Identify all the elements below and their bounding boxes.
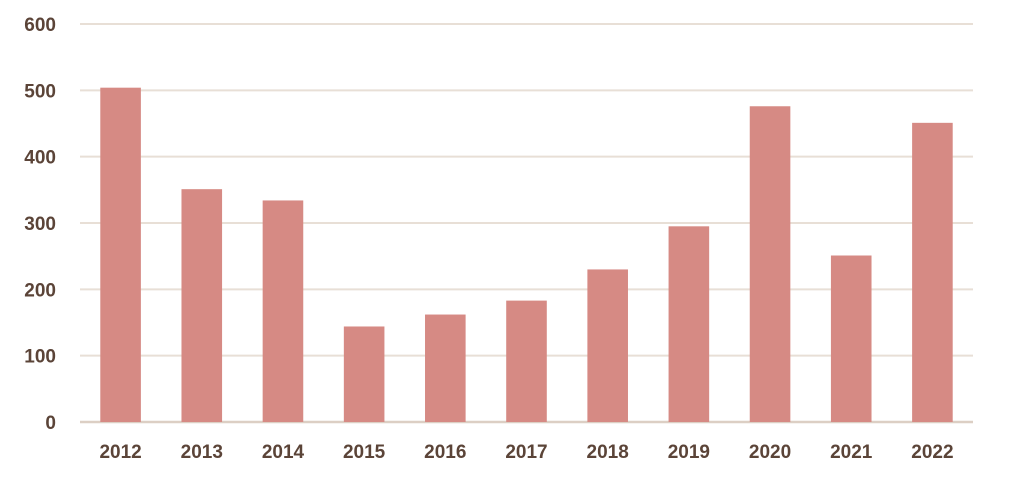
- y-tick-label: 100: [24, 347, 56, 368]
- y-tick-label: 300: [24, 214, 56, 235]
- x-tick-label: 2013: [181, 442, 223, 463]
- x-tick-label: 2018: [587, 442, 629, 463]
- bars: [100, 87, 953, 423]
- bar-2015: [343, 326, 385, 422]
- bar-2016: [425, 314, 466, 422]
- y-tick-label: 500: [24, 81, 56, 102]
- bar-2018: [587, 269, 628, 422]
- bar-2021: [830, 255, 872, 422]
- x-tick-label: 2021: [830, 442, 873, 463]
- gridlines: [80, 23, 973, 424]
- y-tick-label: 600: [24, 15, 56, 36]
- y-axis-ticks: 0 100 200 300 400 500 600: [24, 15, 56, 434]
- bar-2014: [262, 200, 304, 422]
- x-tick-label: 2015: [343, 442, 386, 463]
- x-axis-ticks: 2012 2013 2014 2015 2016 2017 2018 2019 2020 2021…: [99, 442, 953, 463]
- x-tick-label: 2022: [911, 442, 953, 463]
- bar-2022: [912, 122, 953, 422]
- y-tick-label: 400: [24, 148, 56, 169]
- bar-2017: [506, 300, 547, 422]
- bar-2013: [181, 189, 223, 422]
- x-tick-label: 2020: [749, 442, 791, 463]
- x-tick-label: 2014: [262, 442, 305, 463]
- bar-2012: [100, 87, 141, 423]
- bar-2020: [749, 106, 791, 423]
- bar-2019: [668, 226, 710, 422]
- y-tick-label: 0: [45, 413, 56, 434]
- x-tick-label: 2016: [424, 442, 466, 463]
- y-tick-label: 200: [24, 280, 56, 301]
- x-tick-label: 2017: [505, 442, 547, 463]
- x-tick-label: 2012: [99, 442, 141, 463]
- x-tick-label: 2019: [668, 442, 710, 463]
